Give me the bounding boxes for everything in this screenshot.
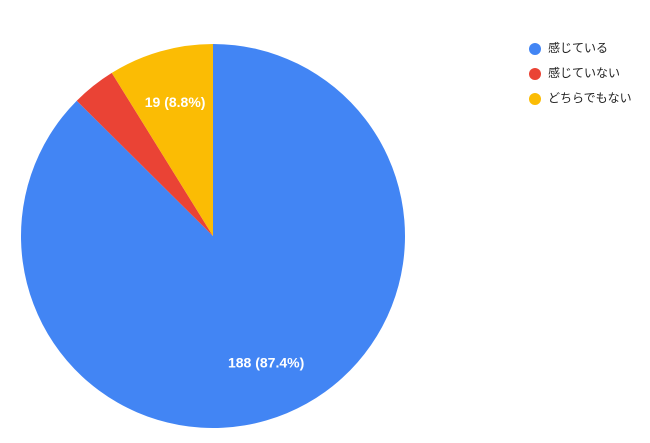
pie-slice (111, 44, 213, 236)
data-label: 19 (8.8%) (145, 94, 206, 110)
pie-slice (76, 72, 214, 236)
data-label: 188 (87.4%) (228, 354, 304, 370)
legend-label: どちらでもない (548, 91, 632, 105)
pie-slice (20, 44, 406, 428)
legend-label: 感じていない (548, 65, 620, 80)
legend-marker (529, 68, 541, 80)
legend-marker (529, 43, 541, 55)
legend-label: 感じている (548, 40, 608, 55)
legend-marker (529, 93, 541, 105)
